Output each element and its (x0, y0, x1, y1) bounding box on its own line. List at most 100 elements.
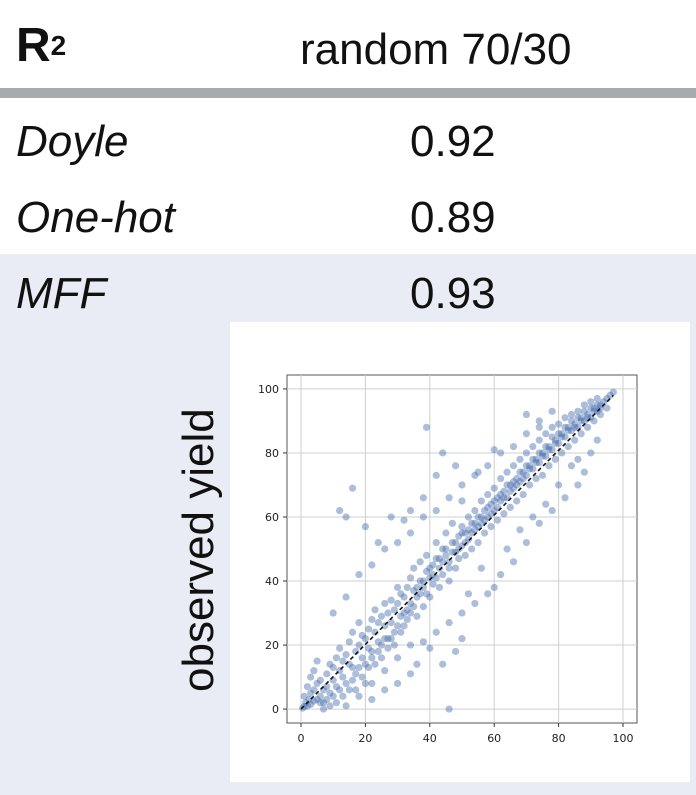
data-point (532, 474, 540, 483)
data-point (564, 423, 572, 431)
data-point (474, 513, 482, 521)
data-point (355, 619, 363, 627)
data-point (355, 663, 363, 672)
data-point (519, 490, 527, 499)
data-point (361, 679, 369, 688)
data-point (406, 641, 415, 649)
data-point (513, 497, 521, 505)
data-point (548, 506, 556, 515)
table-header-row: R2 random 70/30 (0, 0, 696, 88)
data-point (361, 522, 369, 531)
data-point (522, 471, 530, 479)
data-point (493, 516, 502, 524)
data-point (529, 465, 537, 473)
data-point (464, 513, 473, 521)
data-point (603, 404, 611, 412)
data-point (474, 468, 482, 476)
data-point (577, 414, 585, 422)
data-point (348, 484, 357, 492)
data-point (400, 609, 408, 617)
data-point (545, 462, 553, 470)
data-point (426, 644, 434, 652)
data-point (326, 660, 334, 668)
data-point (487, 522, 495, 531)
data-point (558, 449, 566, 457)
data-point (509, 478, 518, 486)
data-point (535, 423, 543, 431)
data-point (574, 414, 582, 422)
data-point (451, 647, 460, 656)
data-point (574, 481, 582, 489)
data-point (564, 442, 572, 451)
data-point (323, 695, 331, 704)
data-point (387, 513, 395, 521)
data-point (535, 417, 543, 425)
data-point (406, 670, 415, 678)
data-point (432, 506, 440, 515)
data-point (377, 612, 386, 620)
metric-superscript: 2 (50, 30, 67, 61)
data-point (310, 697, 318, 705)
x-tick-label: 60 (487, 732, 501, 745)
data-point (342, 679, 350, 688)
data-point (313, 657, 321, 665)
data-point (506, 481, 514, 489)
data-point (548, 423, 556, 431)
data-point (583, 423, 592, 431)
data-point (419, 577, 427, 585)
data-point (394, 538, 402, 547)
data-point (413, 583, 421, 592)
x-tick-label: 20 (358, 732, 372, 745)
data-point (326, 702, 334, 710)
data-point (461, 538, 469, 547)
row-name: Doyle (16, 117, 129, 166)
y-tick-label: 60 (265, 511, 279, 524)
row-name: MFF (16, 269, 107, 318)
data-point (390, 606, 398, 614)
data-point (439, 571, 447, 579)
data-point (484, 590, 492, 598)
row-value: 0.89 (410, 193, 496, 242)
data-point (432, 471, 440, 479)
data-point (477, 564, 485, 572)
data-point (532, 455, 540, 463)
data-point (422, 567, 431, 576)
data-point (439, 545, 447, 553)
data-point (497, 474, 505, 483)
data-point (545, 442, 553, 451)
data-point (567, 426, 576, 435)
data-point (490, 446, 498, 454)
data-point (384, 644, 392, 652)
data-point (352, 686, 360, 694)
data-point (339, 673, 347, 681)
data-point (336, 644, 344, 652)
data-point (548, 433, 556, 441)
data-point (303, 683, 312, 691)
data-point (587, 404, 595, 412)
data-point (348, 676, 357, 684)
data-point (307, 689, 315, 697)
data-point (561, 423, 569, 431)
data-point (352, 670, 360, 678)
data-point (374, 647, 382, 656)
data-point (384, 609, 392, 617)
data-point (432, 574, 440, 582)
data-point (458, 635, 466, 643)
data-point (500, 494, 508, 502)
data-point (503, 481, 511, 489)
data-point (371, 606, 379, 614)
data-point (368, 695, 376, 704)
data-point (477, 519, 485, 527)
data-point (580, 417, 588, 425)
data-point (316, 699, 324, 707)
data-point (445, 564, 453, 572)
data-point (468, 545, 476, 553)
table-row: One-hot 0.89 (0, 180, 696, 256)
data-point (365, 663, 373, 672)
data-point (426, 574, 434, 582)
data-point (577, 417, 585, 425)
data-point (506, 503, 514, 511)
data-point (542, 452, 550, 460)
data-point (445, 705, 453, 713)
data-point (580, 401, 588, 409)
